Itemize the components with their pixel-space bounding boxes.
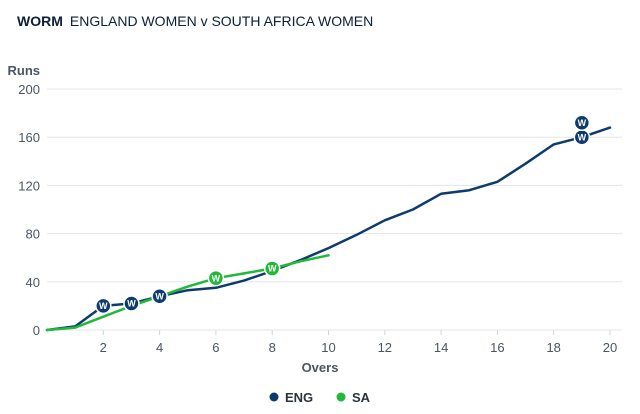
x-tick-label: 4 (156, 340, 163, 355)
wicket-marker-sa: W (207, 269, 225, 287)
x-tick-label: 14 (434, 340, 448, 355)
x-axis-label: Overs (302, 360, 339, 375)
wicket-marker-sa: W (263, 260, 281, 277)
series-line-sa (45, 254, 330, 332)
y-tick-label: 120 (18, 178, 40, 193)
wicket-marker-eng: W (151, 288, 168, 305)
legend: ENG SA (269, 390, 371, 405)
y-axis-label: Runs (8, 63, 41, 78)
y-tick-label: 200 (18, 82, 40, 97)
y-tick-label: 160 (18, 130, 40, 145)
wicket-marker-eng: W (573, 128, 591, 146)
x-tick-label: 16 (490, 340, 504, 355)
y-tick-label: 0 (33, 323, 40, 338)
wicket-marker-eng: W (573, 114, 591, 131)
wicket-marker-label: W (212, 273, 221, 283)
chart-title-match: ENGLAND WOMEN v SOUTH AFRICA WOMEN (69, 13, 374, 29)
wicket-marker-circle (263, 260, 281, 277)
chart-title-tag: WORM (17, 13, 63, 29)
x-axis-ticks: 2 4 6 8 10 12 14 16 18 20 (100, 330, 617, 355)
y-tick-label: 40 (26, 275, 40, 290)
wicket-marker-eng: W (123, 295, 140, 312)
wicket-marker-circle (151, 288, 168, 305)
wicket-marker-label: W (578, 118, 587, 128)
wicket-marker-eng: W (95, 297, 112, 315)
legend-label: SA (352, 390, 371, 405)
grid-lines (47, 88, 622, 331)
x-tick-label: 20 (603, 340, 617, 355)
wicket-marker-label: W (578, 132, 587, 142)
x-tick-label: 10 (321, 340, 335, 355)
chart-title: WORM ENGLAND WOMEN v SOUTH AFRICA WOMEN (17, 13, 373, 29)
legend-swatch (336, 392, 346, 402)
series-lines (45, 126, 612, 332)
x-tick-label: 8 (269, 340, 276, 355)
wicket-marker-label: W (99, 301, 108, 311)
series-line-eng (45, 126, 612, 332)
wicket-marker-circle (207, 269, 225, 287)
wicket-marker-circle (573, 114, 591, 131)
legend-label: ENG (285, 390, 313, 405)
wicket-marker-label: W (127, 299, 136, 309)
wicket-marker-label: W (155, 291, 164, 301)
x-tick-label: 18 (546, 340, 560, 355)
y-tick-label: 80 (26, 227, 40, 242)
wicket-marker-label: W (268, 264, 277, 274)
legend-item-eng[interactable]: ENG (269, 390, 314, 405)
legend-item-sa[interactable]: SA (336, 390, 371, 405)
wicket-marker-circle (123, 295, 140, 312)
x-tick-label: 2 (100, 340, 107, 355)
legend-swatch (269, 392, 279, 402)
wicket-marker-circle (95, 297, 112, 315)
x-tick-label: 6 (212, 340, 219, 355)
y-axis-ticks: 0 40 80 120 160 200 (18, 82, 40, 338)
x-tick-label: 12 (378, 340, 392, 355)
